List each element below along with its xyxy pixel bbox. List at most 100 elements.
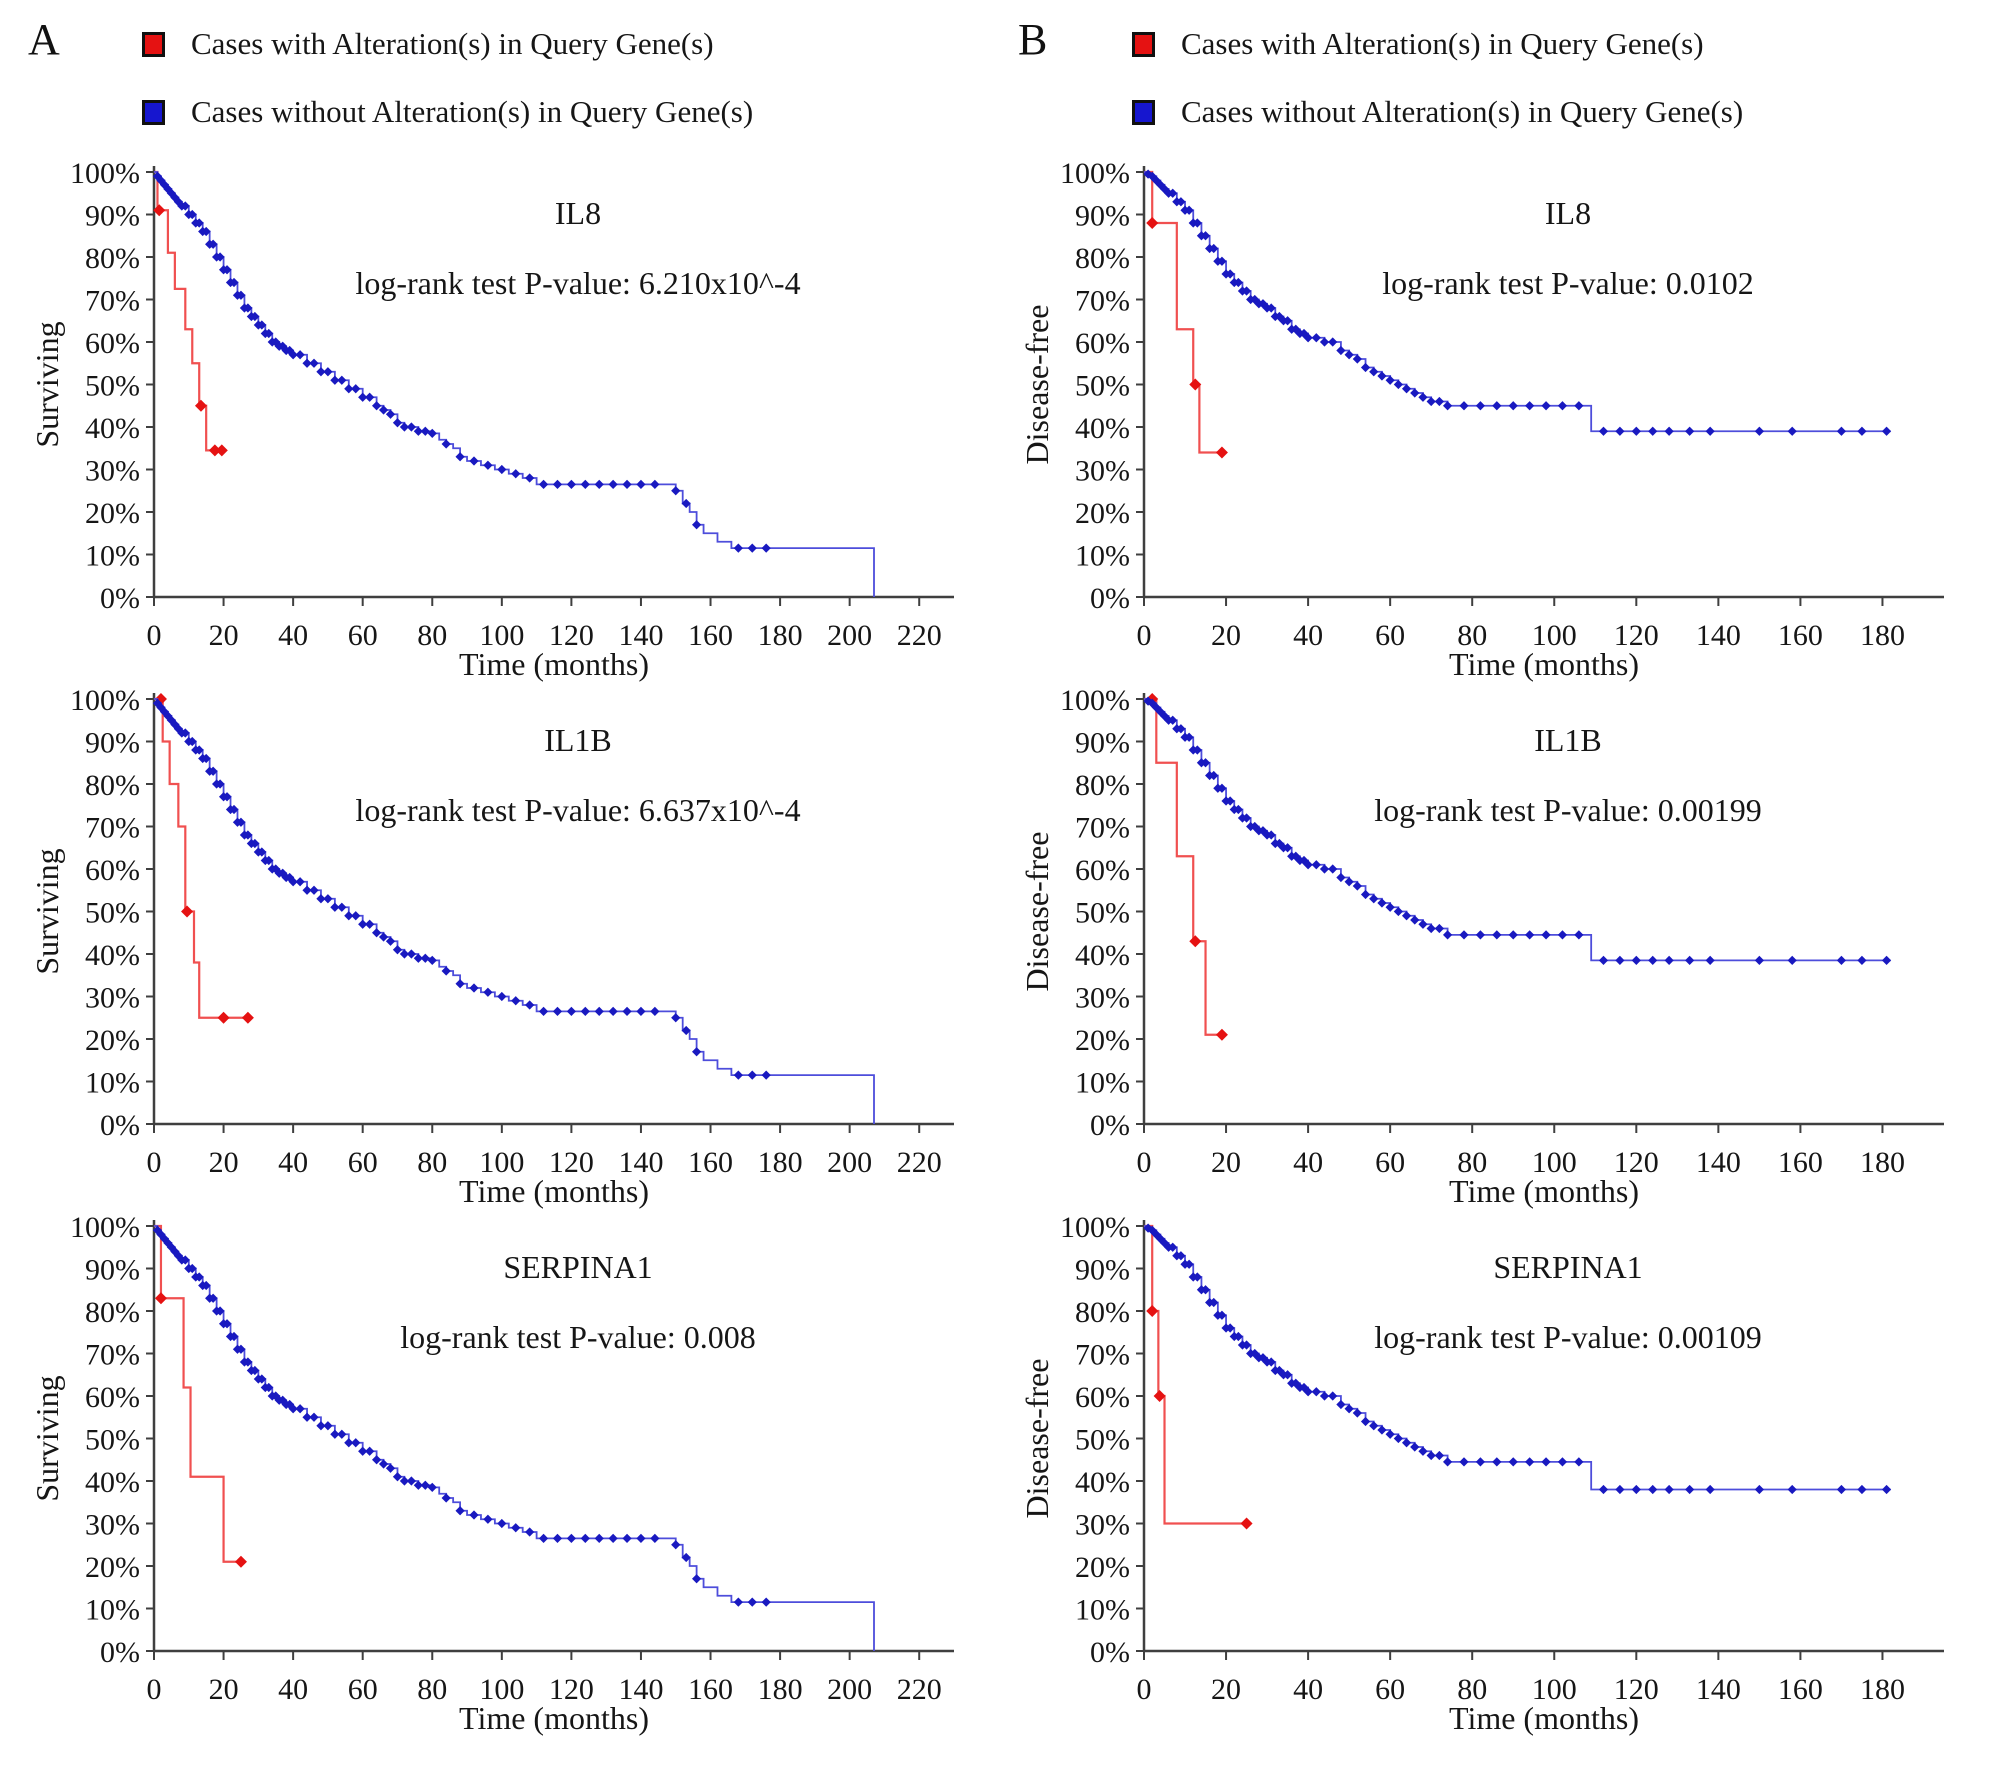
x-tick-label: 180	[1860, 1673, 1905, 1706]
censor-mark	[594, 479, 604, 489]
gene-title: IL1B	[544, 722, 612, 758]
censor-mark	[1685, 955, 1695, 965]
censor-mark	[1311, 860, 1321, 870]
censor-mark	[159, 180, 170, 190]
y-axis-title: Disease-free	[1019, 1359, 1055, 1519]
censor-mark	[1574, 1457, 1584, 1467]
censor-mark	[1631, 1484, 1641, 1495]
censor-mark	[1209, 770, 1219, 781]
censor-mark	[608, 1533, 618, 1543]
y-tick-label: 50%	[1075, 1424, 1130, 1457]
censor-mark	[441, 966, 451, 976]
charts-B: 0% 10% 20% 30% 40% 50% 60% 70% 80% 90% 100% 0 20 40 60…	[1016, 157, 2001, 1739]
censor-mark	[1319, 864, 1330, 874]
censor-mark	[1344, 877, 1354, 887]
km-chart-IL8-surviving: 0% 10% 20% 30% 40% 50% 60% 70% 80% 90% 100% 0 20 40 60…	[26, 157, 1011, 685]
censor-mark	[650, 1006, 660, 1016]
y-tick-label: 70%	[85, 812, 140, 845]
red-square-icon	[1132, 31, 1155, 57]
censor-mark	[309, 358, 319, 368]
censor-mark	[1541, 401, 1551, 411]
with-alterations-curve	[1144, 1224, 1251, 1525]
censor-mark	[420, 1480, 430, 1490]
censor-mark	[215, 252, 225, 262]
legend-label: Cases with Alteration(s) in Query Gene(s…	[191, 26, 714, 61]
censor-mark	[229, 804, 239, 815]
y-tick-label: 60%	[1075, 854, 1130, 887]
censor-mark	[761, 1597, 771, 1607]
censor-mark	[351, 384, 361, 394]
censor-mark	[1291, 324, 1301, 334]
x-tick-label: 20	[1211, 1673, 1241, 1706]
pvalue-label: log-rank test P-value: 0.0102	[1382, 265, 1753, 301]
censor-mark	[295, 350, 305, 360]
censor-mark	[1369, 367, 1379, 377]
censor-mark	[413, 426, 423, 436]
censor-mark	[1410, 915, 1420, 925]
x-axis-title: Time (months)	[1449, 1173, 1639, 1209]
censor-mark	[1200, 758, 1211, 768]
censor-mark	[1189, 935, 1202, 948]
censor-mark	[208, 444, 221, 457]
censor-mark	[1393, 906, 1403, 917]
censor-mark	[344, 384, 354, 394]
censor-mark	[497, 991, 507, 1002]
censor-mark	[1631, 426, 1641, 436]
censor-mark	[378, 1459, 389, 1469]
censor-mark	[692, 520, 702, 530]
censor-mark	[295, 1404, 305, 1414]
censor-mark	[538, 1006, 549, 1016]
x-tick-label: 60	[348, 1146, 378, 1179]
censor-mark	[351, 911, 361, 921]
censor-mark	[1369, 894, 1379, 904]
y-tick-label: 40%	[1075, 412, 1130, 445]
y-tick-label: 20%	[1075, 1024, 1130, 1057]
censor-mark	[1787, 1484, 1797, 1495]
censor-mark	[378, 932, 389, 942]
censor-mark	[538, 479, 549, 489]
censor-mark	[399, 949, 410, 959]
censor-mark	[1266, 830, 1276, 840]
censor-mark	[1328, 864, 1338, 874]
censor-mark	[1664, 426, 1674, 436]
censor-mark	[1648, 955, 1658, 965]
x-tick-label: 40	[278, 1673, 308, 1706]
censor-mark	[733, 1597, 743, 1607]
legend-item-without-alterations: Cases without Alteration(s) in Query Gen…	[142, 90, 1011, 134]
censor-mark	[1282, 1370, 1293, 1380]
x-tick-label: 120	[1614, 1673, 1659, 1706]
censor-mark	[525, 1527, 535, 1537]
censor-mark	[372, 928, 382, 938]
censor-mark	[1344, 1404, 1354, 1414]
x-axis-title: Time (months)	[459, 1700, 649, 1736]
x-tick-label: 220	[897, 1673, 942, 1706]
censor-mark	[1153, 1390, 1166, 1402]
y-tick-label: 0%	[100, 1636, 140, 1669]
y-tick-label: 80%	[85, 242, 140, 275]
censor-mark	[681, 498, 691, 509]
censor-mark	[323, 894, 333, 904]
censor-mark	[1352, 354, 1362, 364]
x-tick-label: 140	[618, 1146, 663, 1179]
y-tick-label: 90%	[1075, 1254, 1130, 1287]
legend-A: Cases with Alteration(s) in Query Gene(s…	[142, 6, 1011, 134]
censor-mark	[1426, 1450, 1436, 1461]
censor-mark	[747, 1597, 757, 1607]
y-tick-label: 10%	[85, 1594, 140, 1627]
x-tick-label: 40	[278, 1146, 308, 1179]
censor-mark	[1881, 1484, 1892, 1495]
x-tick-label: 0	[147, 619, 162, 652]
censor-mark	[152, 171, 163, 181]
censor-mark	[1233, 1331, 1243, 1342]
x-tick-label: 140	[618, 1673, 663, 1706]
censor-mark	[1410, 1442, 1420, 1452]
censor-mark	[1209, 1297, 1219, 1308]
x-tick-label: 100	[1532, 1146, 1577, 1179]
censor-mark	[236, 290, 246, 300]
red-square-icon	[142, 31, 165, 57]
censor-mark	[1184, 732, 1194, 742]
censor-mark	[399, 422, 410, 432]
censor-mark	[525, 473, 535, 483]
censor-mark	[1352, 881, 1362, 891]
censor-mark	[316, 367, 326, 377]
